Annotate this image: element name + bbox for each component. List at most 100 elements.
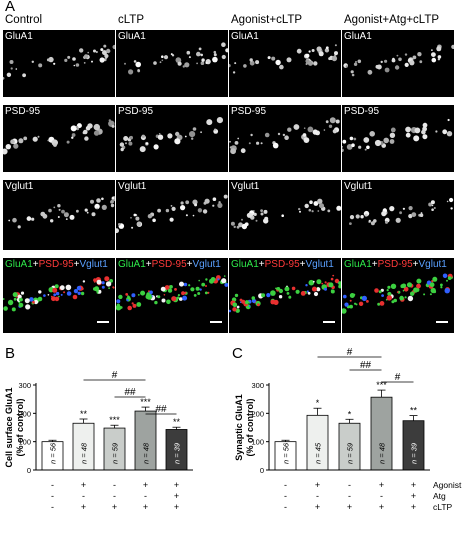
puncta xyxy=(270,299,276,305)
puncta xyxy=(234,293,239,298)
puncta xyxy=(93,130,100,136)
puncta xyxy=(100,48,104,52)
puncta xyxy=(192,199,198,205)
treatment-symbol: + xyxy=(81,502,86,512)
puncta xyxy=(360,215,364,219)
puncta xyxy=(405,126,411,133)
merge-label-part1: GluA1 xyxy=(118,259,146,270)
puncta xyxy=(85,125,91,131)
puncta xyxy=(161,59,164,62)
significance-stars: ** xyxy=(410,406,418,416)
puncta xyxy=(57,216,60,218)
puncta xyxy=(196,51,201,57)
puncta xyxy=(390,283,397,289)
puncta xyxy=(186,50,191,55)
puncta xyxy=(295,289,300,294)
y-tick-label: 300 xyxy=(18,381,31,390)
puncta xyxy=(179,297,183,301)
puncta xyxy=(106,48,111,54)
puncta xyxy=(366,300,369,303)
puncta xyxy=(110,200,114,204)
puncta xyxy=(190,287,195,292)
puncta xyxy=(38,290,42,294)
puncta xyxy=(279,64,284,70)
puncta xyxy=(184,62,190,68)
puncta xyxy=(133,213,137,217)
puncta xyxy=(450,207,453,210)
puncta xyxy=(94,203,100,210)
puncta xyxy=(87,51,89,54)
puncta xyxy=(213,50,217,54)
tile-label-glua1: GluA1 xyxy=(118,31,146,42)
puncta xyxy=(336,205,341,211)
puncta xyxy=(176,296,180,300)
puncta xyxy=(91,60,93,63)
puncta xyxy=(174,138,181,145)
puncta xyxy=(394,65,400,70)
merge-label-plus1: + xyxy=(32,259,39,270)
puncta xyxy=(3,298,5,300)
tile-label-vglut1: Vglut1 xyxy=(344,181,373,192)
puncta xyxy=(437,58,441,61)
micrograph-vglut1-agonist-cltp: Vglut1 xyxy=(229,180,341,250)
puncta xyxy=(158,133,161,135)
puncta xyxy=(169,217,174,222)
puncta xyxy=(229,140,231,143)
tile-label-psd95: PSD-95 xyxy=(344,106,380,117)
puncta xyxy=(223,194,228,199)
puncta xyxy=(91,212,96,217)
puncta xyxy=(72,294,78,300)
treatment-symbol: + xyxy=(315,502,320,512)
puncta xyxy=(79,48,84,53)
puncta xyxy=(8,219,11,222)
puncta xyxy=(433,290,437,294)
puncta xyxy=(18,297,23,302)
puncta xyxy=(255,60,260,65)
puncta xyxy=(101,204,107,210)
puncta xyxy=(233,225,236,229)
puncta xyxy=(296,48,302,54)
puncta xyxy=(95,50,98,54)
puncta xyxy=(317,198,323,204)
puncta xyxy=(335,119,340,124)
puncta xyxy=(380,60,383,64)
puncta xyxy=(64,212,67,214)
puncta xyxy=(303,127,306,129)
puncta xyxy=(404,53,408,56)
panel-b-letter: B xyxy=(5,345,16,362)
puncta xyxy=(154,300,158,305)
puncta xyxy=(325,120,329,124)
puncta xyxy=(318,51,324,57)
puncta xyxy=(217,202,223,208)
puncta xyxy=(18,138,24,144)
puncta xyxy=(391,58,396,63)
puncta xyxy=(253,212,257,216)
treatment-row-label: cLTP xyxy=(433,502,453,512)
puncta xyxy=(57,204,61,208)
puncta xyxy=(83,54,89,59)
puncta xyxy=(201,282,206,287)
merge-label-part1: GluA1 xyxy=(344,259,372,270)
puncta xyxy=(408,206,413,211)
puncta xyxy=(77,291,81,295)
treatment-symbol: - xyxy=(348,491,351,501)
treatment-symbol: + xyxy=(347,502,352,512)
puncta xyxy=(331,55,338,62)
puncta xyxy=(311,210,314,213)
puncta xyxy=(53,293,57,297)
puncta xyxy=(159,61,162,64)
puncta xyxy=(135,216,140,221)
puncta xyxy=(349,299,352,302)
puncta xyxy=(266,293,271,298)
puncta xyxy=(311,49,315,52)
puncta xyxy=(191,137,194,140)
puncta xyxy=(169,285,173,289)
puncta xyxy=(368,219,371,222)
micrograph-vglut1-control: Vglut1 xyxy=(3,180,115,250)
merge-label-plus2: + xyxy=(73,259,80,270)
puncta xyxy=(96,279,102,285)
micrograph-vglut1-agonist-atg-cltp: Vglut1 xyxy=(342,180,454,250)
puncta xyxy=(131,302,134,305)
puncta xyxy=(128,141,133,146)
puncta xyxy=(429,282,435,288)
